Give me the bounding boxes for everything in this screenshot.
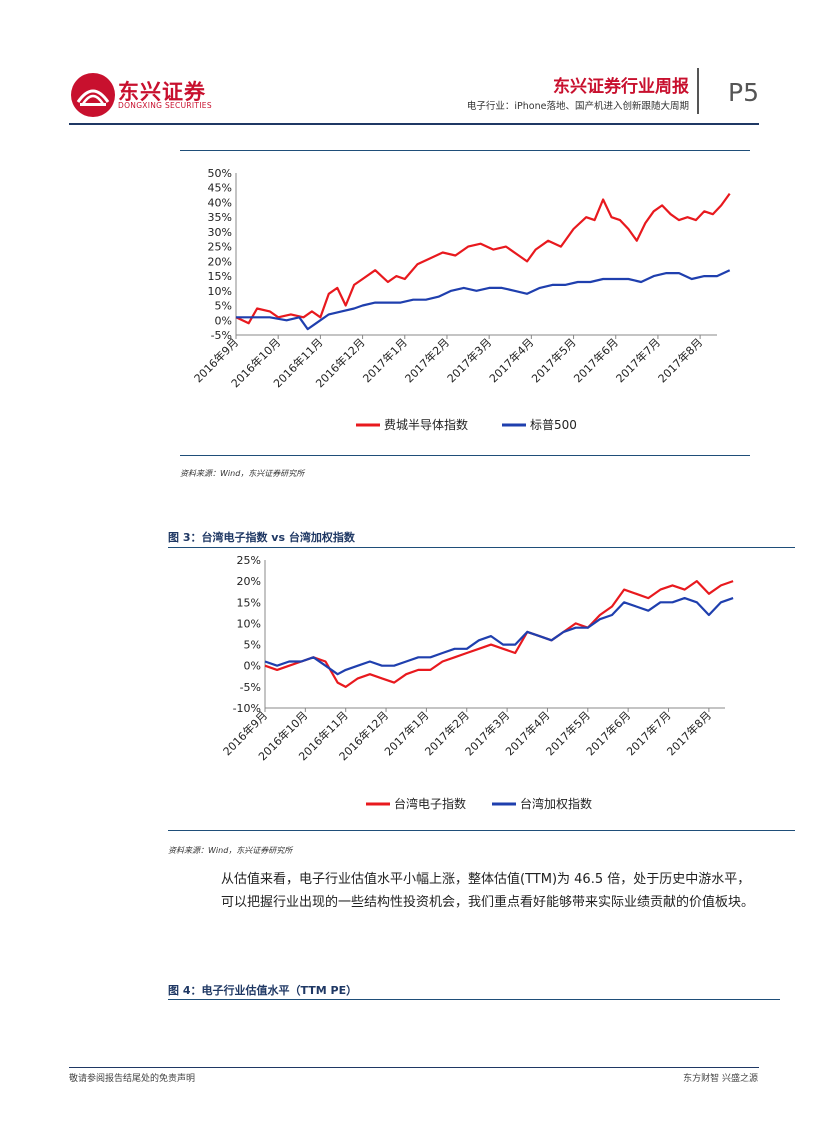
figure3-top-rule bbox=[168, 547, 795, 548]
x-tick-label: 2017年4月 bbox=[486, 335, 536, 385]
logo-chinese-name: 东兴证券 bbox=[118, 80, 206, 104]
footer-rule bbox=[69, 1067, 759, 1068]
legend-label-2: 台湾加权指数 bbox=[520, 796, 592, 811]
y-tick-label: 20% bbox=[208, 255, 232, 268]
figure4-top-rule bbox=[168, 999, 780, 1000]
y-tick-label: 25% bbox=[237, 554, 261, 567]
x-tick-label: 2017年2月 bbox=[402, 335, 452, 385]
footer-slogan: 东方财智 兴盛之源 bbox=[683, 1074, 758, 1084]
figure1-bottom-rule bbox=[180, 455, 750, 456]
paragraph-text: 从估值来看，电子行业估值水平小幅上涨，整体估值(TTM)为 46.5 倍，处于历… bbox=[221, 872, 755, 910]
legend-label-1: 台湾电子指数 bbox=[394, 796, 466, 811]
y-tick-label: 50% bbox=[208, 167, 232, 180]
y-tick-label: 30% bbox=[208, 226, 232, 239]
y-tick-label: -5% bbox=[211, 329, 232, 342]
legend-label-2: 标普500 bbox=[530, 418, 577, 432]
figure3-source-note: 资料来源：Wind，东兴证券研究所 bbox=[168, 846, 293, 855]
y-tick-label: 0% bbox=[244, 660, 261, 673]
report-title: 东兴证券行业周报 bbox=[553, 77, 689, 97]
x-tick-label: 2017年6月 bbox=[571, 335, 621, 385]
series-line-2 bbox=[264, 596, 734, 676]
y-tick-label: 10% bbox=[237, 617, 261, 630]
series-line-1 bbox=[235, 192, 731, 325]
series-line-2 bbox=[236, 269, 731, 331]
y-tick-label: 25% bbox=[208, 241, 232, 254]
figure3-title: 图 3：台湾电子指数 vs 台湾加权指数 bbox=[168, 531, 355, 544]
y-tick-label: 10% bbox=[208, 285, 232, 298]
figure4-title: 图 4：电子行业估值水平（TTM PE） bbox=[168, 984, 358, 997]
legend-label-1: 费城半导体指数 bbox=[384, 417, 468, 432]
y-tick-label: 15% bbox=[208, 270, 232, 283]
x-tick-label: 2017年8月 bbox=[664, 708, 714, 758]
footer-disclaimer: 敬请参阅报告结尾处的免责声明 bbox=[69, 1074, 196, 1084]
y-tick-label: 45% bbox=[208, 182, 232, 195]
x-tick-label: 2017年8月 bbox=[655, 335, 705, 385]
figure1-source-note: 资料来源：Wind，东兴证券研究所 bbox=[180, 469, 305, 478]
header-rule bbox=[69, 123, 759, 125]
y-tick-label: 15% bbox=[237, 596, 261, 609]
report-subtitle: 电子行业：iPhone落地、国产机进入创新跟随大周期 bbox=[466, 101, 689, 112]
y-tick-label: 40% bbox=[208, 196, 232, 209]
logo-mark-icon bbox=[71, 73, 115, 117]
figure1-top-rule bbox=[180, 150, 750, 151]
y-tick-label: 5% bbox=[244, 639, 261, 652]
y-tick-label: -5% bbox=[240, 681, 261, 694]
y-tick-label: 35% bbox=[208, 211, 232, 224]
y-tick-label: -10% bbox=[233, 702, 261, 715]
header-divider bbox=[697, 68, 699, 114]
figure3-bottom-rule bbox=[168, 830, 795, 831]
valuation-paragraph: 从估值来看，电子行业估值水平小幅上涨，整体估值(TTM)为 46.5 倍，处于历… bbox=[221, 868, 761, 914]
semiconductor-vs-sp500-chart: -5%0%5%10%15%20%25%30%35%40%45%50%2016年9… bbox=[191, 167, 731, 432]
series-line-1 bbox=[264, 580, 734, 688]
taiwan-electronics-vs-taiex-chart: -10%-5%0%5%10%15%20%25%2016年9月2016年10月20… bbox=[220, 554, 734, 811]
x-tick-label: 2017年3月 bbox=[444, 335, 494, 385]
x-tick-label: 2017年7月 bbox=[613, 335, 663, 385]
y-tick-label: 5% bbox=[215, 300, 232, 313]
y-tick-label: 20% bbox=[237, 575, 261, 588]
x-tick-label: 2017年5月 bbox=[528, 335, 578, 385]
x-tick-label: 2017年1月 bbox=[360, 335, 410, 385]
logo-english-name: DONGXING SECURITIES bbox=[118, 101, 212, 110]
y-tick-label: 0% bbox=[215, 314, 232, 327]
page-number: P5 bbox=[728, 78, 759, 107]
